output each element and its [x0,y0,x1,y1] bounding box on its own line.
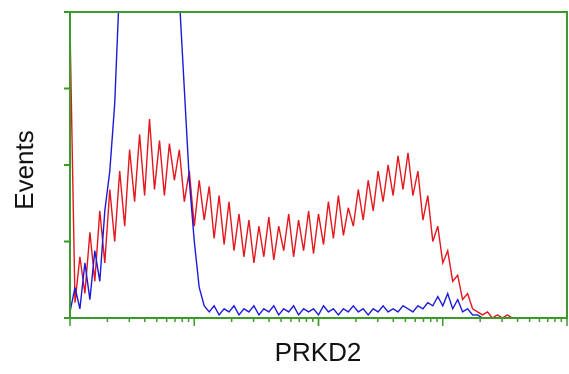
plot-area [70,12,513,318]
histogram-line [70,27,513,318]
histogram-line [70,12,483,318]
y-axis-label: Events [9,130,39,210]
x-axis-label: PRKD2 [275,337,362,367]
